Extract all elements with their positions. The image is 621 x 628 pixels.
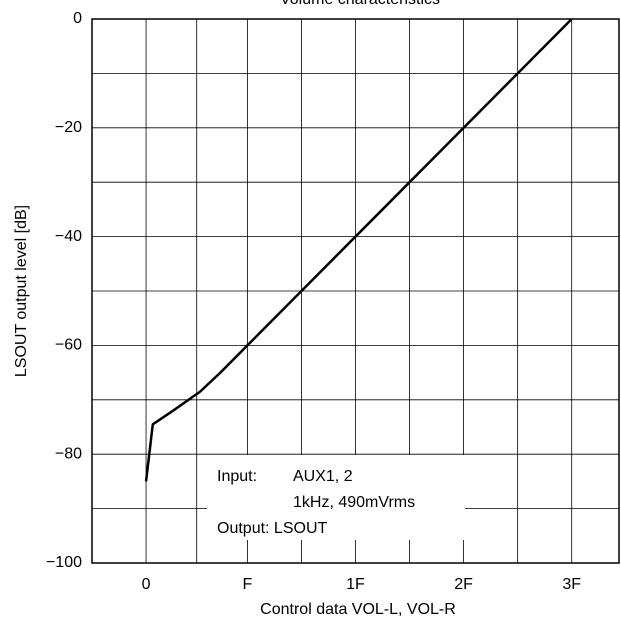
annotation-text: Input: [217,468,257,485]
annotation-text: AUX1, 2 [293,468,353,485]
chart-title: Volume characteristics [280,0,440,8]
y-tick-label: −20 [55,119,82,136]
annotation-text: Output: LSOUT [217,520,327,537]
y-tick-label: −100 [46,554,82,571]
plot [144,18,573,482]
annotation-box [207,455,465,540]
y-tick-label: −40 [55,228,82,245]
x-tick-label: 0 [142,576,151,593]
y-tick-label: −80 [55,445,82,462]
x-tick-label: 3F [562,576,581,593]
annotation: Input: AUX1, 2 1kHz, 490mVrms Output: LSOUT [207,455,465,540]
x-tick-label: 2F [454,576,473,593]
plot-frame [91,18,620,564]
y-tick-label: −60 [55,337,82,354]
y-axis-label: LSOUT output level [dB] [13,205,30,377]
y-tick-label: 0 [73,10,82,27]
data-line [144,18,573,482]
x-axis-label: Control data VOL-L, VOL-R [260,601,456,618]
x-tick-label: 1F [346,576,365,593]
annotation-text: 1kHz, 490mVrms [293,494,415,511]
x-tick-label: F [243,576,253,593]
